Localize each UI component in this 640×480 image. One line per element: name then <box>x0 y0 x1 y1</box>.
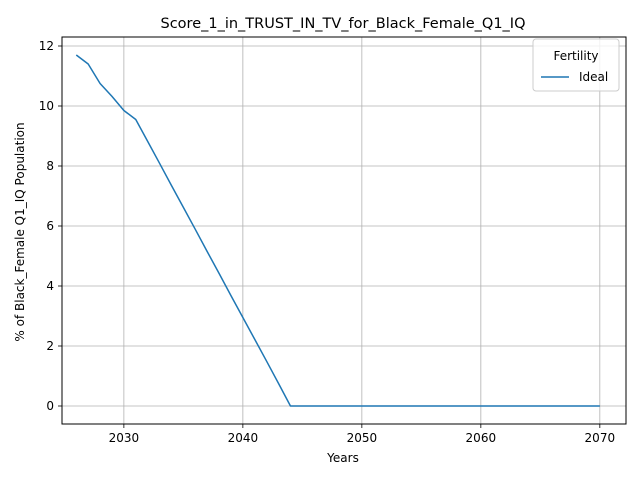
x-axis-ticks: 2030 2040 2050 2060 2070 <box>109 424 615 445</box>
plot-frame <box>61 36 627 425</box>
y-tick-label: 10 <box>39 99 54 113</box>
chart-title: Score_1_in_TRUST_IN_TV_for_Black_Female_… <box>161 16 526 32</box>
x-tick-label: 2060 <box>466 431 497 445</box>
y-tick-label: 0 <box>46 399 54 413</box>
legend: Fertility Ideal <box>532 38 620 92</box>
x-tick-label: 2030 <box>109 431 140 445</box>
series-line-0 <box>75 54 600 407</box>
legend-box <box>532 38 620 92</box>
x-tick-label: 2040 <box>228 431 259 445</box>
y-axis-ticks: 0 2 4 6 8 10 12 <box>39 39 62 413</box>
y-axis-label: % of Black_Female Q1_IQ Population <box>13 122 27 341</box>
y-tick-label: 12 <box>39 39 54 53</box>
legend-title: Fertility <box>553 49 598 63</box>
x-tick-label: 2070 <box>585 431 616 445</box>
grid-lines <box>62 37 626 424</box>
y-tick-label: 2 <box>46 339 54 353</box>
legend-label: Ideal <box>579 70 608 84</box>
x-tick-label: 2050 <box>347 431 378 445</box>
y-tick-label: 6 <box>46 219 54 233</box>
x-axis-label: Years <box>326 451 359 465</box>
series-lines <box>75 54 600 407</box>
y-tick-label: 4 <box>46 279 54 293</box>
y-tick-label: 8 <box>46 159 54 173</box>
